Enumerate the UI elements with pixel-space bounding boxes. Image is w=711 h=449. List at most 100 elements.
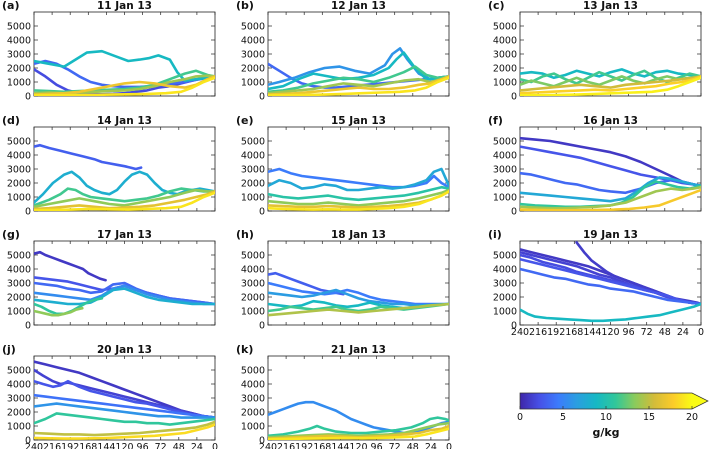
series-group [520,241,701,323]
y-tick-label: 2000 [493,293,517,304]
colorbar-extend-arrow [692,393,708,409]
panel-title: 20 Jan 13 [97,344,152,356]
y-tick-label: 2000 [493,179,517,190]
trajectory-line [34,393,215,419]
x-tick-label: 168 [313,442,331,449]
y-tick-label: 0 [511,92,517,103]
y-tick-label: 2000 [7,179,31,190]
y-tick-label: 5000 [241,22,265,33]
y-tick-label: 3000 [241,50,265,61]
x-tick-label: 144 [583,327,601,338]
trajectory-line [34,420,215,437]
y-tick-label: 3000 [493,50,517,61]
panel-f: (f) 16 Jan 13 0 1000 2000 3000 4000 5000 [488,114,702,218]
panel-h: (h) 18 Jan 13 0 1000 2000 3000 4000 5000 [236,228,450,332]
x-tick-label: 168 [79,442,97,449]
x-tick-label: 0 [212,442,218,449]
trajectory-line [34,76,215,96]
y-tick-label: 1000 [493,193,517,204]
panel-a: (a) 11 Jan 13 0 1000 2000 3000 4000 5000 [2,0,216,103]
panel-letter: (e) [236,114,254,127]
x-tick-label: 144 [97,442,115,449]
x-tick-label: 144 [331,442,349,449]
trajectory-line [34,284,215,306]
x-tick-label: 48 [407,442,419,449]
x-tick-label: 192 [547,327,565,338]
panel-letter: (i) [488,228,502,241]
colorbar-tick-label: 20 [686,412,698,423]
trajectory-line [268,185,449,202]
x-tick-label: 24 [425,442,437,449]
trajectory-line [34,187,215,207]
y-tick-label: 4000 [241,380,265,391]
y-tick-label: 0 [511,207,517,218]
panel-title: 17 Jan 13 [97,229,152,241]
panel-letter: (k) [236,343,253,356]
panel-letter: (d) [2,114,20,127]
panel-letter: (j) [2,343,16,356]
y-tick-label: 1000 [493,78,517,89]
colorbar-tick-label: 5 [560,412,566,423]
trajectory-line [268,75,449,95]
panel-e: (e) 15 Jan 13 0 1000 2000 3000 4000 5000 [236,114,450,218]
panel-title: 16 Jan 13 [583,115,638,127]
panel-letter: (b) [236,0,254,12]
y-tick-label: 4000 [7,380,31,391]
x-tick-label: 72 [389,442,401,449]
x-tick-label: 120 [115,442,133,449]
x-tick-label: 72 [155,442,167,449]
trajectory-line [268,65,449,94]
y-tick-label: 1000 [241,193,265,204]
trajectory-line [268,188,449,207]
y-tick-label: 2000 [7,293,31,304]
panel-title: 18 Jan 13 [331,229,386,241]
y-tick-label: 5000 [493,22,517,33]
y-tick-label: 5000 [241,137,265,148]
y-tick-label: 2000 [241,179,265,190]
y-tick-label: 5000 [241,366,265,377]
trajectory-line [34,143,143,171]
series-group [268,47,449,96]
x-tick-label: 72 [641,327,653,338]
panel-title: 11 Jan 13 [97,0,152,12]
x-tick-label: 0 [446,442,452,449]
y-tick-label: 0 [259,436,265,447]
x-tick-label: 0 [698,327,704,338]
y-tick-label: 4000 [493,36,517,47]
trajectory-line [268,281,449,306]
trajectory-line [268,76,449,96]
trajectory-line [520,68,701,80]
y-tick-label: 5000 [493,137,517,148]
y-tick-label: 0 [25,92,31,103]
trajectory-line [34,402,215,419]
y-tick-label: 4000 [241,151,265,162]
trajectory-line [34,287,215,306]
x-tick-label: 120 [601,327,619,338]
trajectory-line [34,250,107,282]
y-tick-label: 4000 [241,36,265,47]
series-group [268,167,449,211]
trajectory-line [520,257,701,306]
y-tick-label: 4000 [241,265,265,276]
panel-letter: (a) [2,0,19,12]
y-tick-label: 4000 [7,265,31,276]
y-tick-label: 1000 [241,422,265,433]
x-tick-label: 192 [61,442,79,449]
x-tick-label: 168 [565,327,583,338]
trajectory-line [268,427,449,440]
x-tick-label: 192 [295,442,313,449]
trajectory-line [520,75,701,95]
trajectory-line [268,416,449,438]
trajectory-line [520,188,701,211]
panel-title: 21 Jan 13 [331,344,386,356]
y-tick-label: 4000 [493,265,517,276]
x-tick-label: 120 [349,442,367,449]
trajectory-line [268,167,449,189]
y-tick-label: 5000 [241,251,265,262]
trajectory-line [34,306,84,317]
trajectory-line [268,400,449,435]
panel-b: (b) 12 Jan 13 0 1000 2000 3000 4000 5000 [236,0,450,103]
